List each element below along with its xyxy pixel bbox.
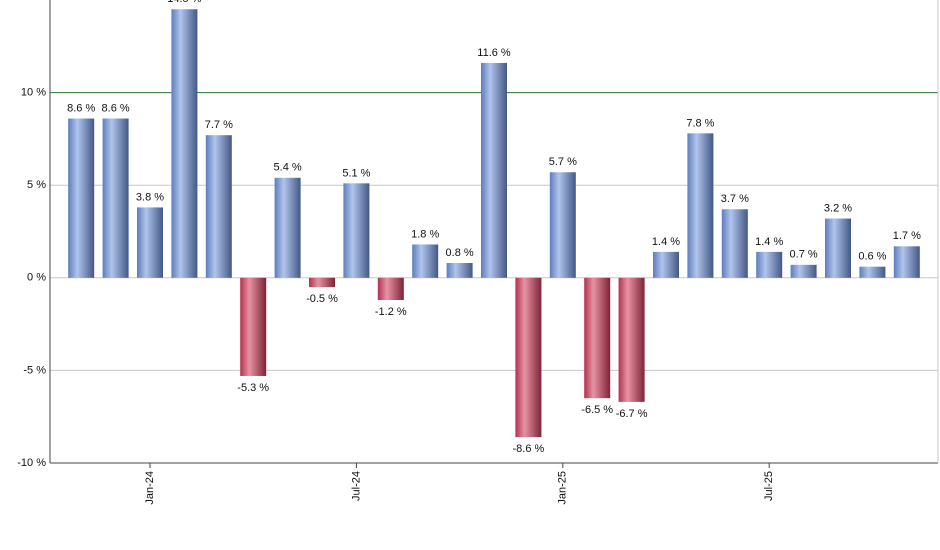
value-label: 1.4 % xyxy=(755,236,783,248)
y-tick-label: -5 % xyxy=(23,364,46,376)
y-tick-label: 5 % xyxy=(27,179,46,191)
bar xyxy=(68,118,95,278)
bar xyxy=(309,277,335,288)
bar xyxy=(481,62,507,278)
bar xyxy=(102,118,129,278)
value-label: 5.1 % xyxy=(342,167,370,179)
value-label: -8.6 % xyxy=(513,443,545,455)
value-label: 0.7 % xyxy=(790,249,818,261)
bar xyxy=(137,207,163,278)
y-tick-label: -10 % xyxy=(17,457,46,469)
bar xyxy=(205,135,232,278)
value-label: 3.8 % xyxy=(136,191,164,203)
bar xyxy=(446,262,473,278)
value-label: 3.7 % xyxy=(721,193,749,205)
value-label: 0.6 % xyxy=(858,251,886,263)
value-label: 1.8 % xyxy=(411,228,439,240)
x-tick-label: Jul-25 xyxy=(763,471,775,501)
bar xyxy=(515,277,542,438)
value-label: 7.7 % xyxy=(205,119,233,131)
value-label: 0.8 % xyxy=(446,247,474,259)
value-label: 1.4 % xyxy=(652,236,680,248)
value-label: 8.6 % xyxy=(67,102,95,114)
y-tick-label: 0 % xyxy=(27,272,46,284)
bar xyxy=(274,177,301,278)
value-label: -6.7 % xyxy=(616,408,648,420)
bar xyxy=(377,277,404,301)
value-label: 11.6 % xyxy=(477,47,511,59)
x-tick-label: Jan-24 xyxy=(144,471,156,505)
bar xyxy=(171,9,198,278)
bar xyxy=(790,264,817,278)
bar xyxy=(549,172,576,278)
value-label: 8.6 % xyxy=(102,102,130,114)
value-label: 7.8 % xyxy=(686,117,714,129)
value-label: -0.5 % xyxy=(306,293,338,305)
value-label: -1.2 % xyxy=(375,306,407,318)
value-label: -6.5 % xyxy=(581,404,613,416)
value-label: -5.3 % xyxy=(237,382,269,394)
bar xyxy=(240,277,267,376)
bar xyxy=(893,246,920,278)
value-label: 3.2 % xyxy=(824,202,852,214)
bar xyxy=(343,183,370,278)
bar xyxy=(721,209,748,278)
x-tick-label: Jan-25 xyxy=(557,471,569,505)
bar xyxy=(825,218,851,278)
bar xyxy=(618,277,645,402)
bar xyxy=(756,251,783,278)
bar xyxy=(687,133,714,278)
value-label: 5.4 % xyxy=(274,162,302,174)
y-tick-label: 10 % xyxy=(21,87,46,99)
value-label: 5.7 % xyxy=(549,156,577,168)
value-label: 14.5 % xyxy=(167,0,201,5)
bar xyxy=(653,251,679,278)
bar xyxy=(412,244,439,278)
x-tick-label: Jul-24 xyxy=(350,471,362,501)
bar xyxy=(584,277,611,399)
bar xyxy=(859,266,886,278)
value-label: 1.7 % xyxy=(893,230,921,242)
